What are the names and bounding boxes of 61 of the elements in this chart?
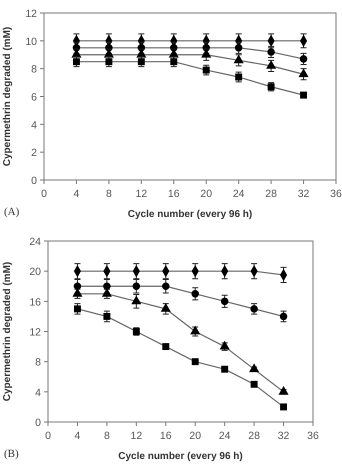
point xyxy=(74,305,81,312)
y-tick-label: 4 xyxy=(31,119,38,132)
x-tick-label: 24 xyxy=(218,430,231,442)
x-tick-label: 28 xyxy=(248,430,260,442)
point xyxy=(103,312,110,320)
y-tick-label: 0 xyxy=(31,175,38,187)
point xyxy=(266,60,276,69)
y-tick-label: 24 xyxy=(29,236,42,248)
y-tick-label: 4 xyxy=(35,386,42,399)
x-tick-label: 16 xyxy=(160,430,172,442)
x-tick-label: 12 xyxy=(135,188,148,200)
point xyxy=(190,326,200,334)
point xyxy=(192,358,199,366)
point xyxy=(131,296,142,304)
point xyxy=(267,48,275,56)
point xyxy=(234,44,242,52)
point xyxy=(280,403,288,410)
point xyxy=(103,282,111,290)
x-tick-label: 12 xyxy=(130,430,142,442)
y-tick-label: 16 xyxy=(29,296,42,308)
x-tick-label: 20 xyxy=(200,188,212,200)
point xyxy=(162,282,170,290)
x-tick-label: 4 xyxy=(74,188,80,200)
x-tick-label: 4 xyxy=(74,430,81,442)
x-tick-label: 24 xyxy=(232,188,245,200)
y-tick-label: 6 xyxy=(31,92,38,104)
x-tick-label: 16 xyxy=(168,188,180,200)
x-axis-title: Cycle number (every 96 h) xyxy=(128,209,252,220)
y-axis-title: Cypermethrin degraded (mM) xyxy=(2,26,13,166)
x-tick-label: 36 xyxy=(330,188,342,200)
x-tick-label: 32 xyxy=(278,430,290,442)
point xyxy=(160,303,171,312)
x-tick-label: 32 xyxy=(298,188,310,200)
text: (A) xyxy=(4,206,20,218)
y-tick-label: 12 xyxy=(25,8,38,20)
x-tick-label: 36 xyxy=(307,430,319,442)
point xyxy=(220,298,228,306)
point xyxy=(250,380,258,388)
point xyxy=(132,282,140,290)
point xyxy=(278,386,289,395)
x-tick-label: 8 xyxy=(104,430,110,442)
point xyxy=(221,366,228,373)
x-tick-label: 0 xyxy=(45,430,52,442)
y-tick-label: 2 xyxy=(31,147,38,160)
x-tick-label: 8 xyxy=(106,188,112,200)
x-axis-title: Cycle number (every 96 h) xyxy=(118,451,243,462)
point xyxy=(191,290,199,298)
x-tick-label: 20 xyxy=(189,430,202,442)
point xyxy=(162,343,170,350)
x-tick-label: 28 xyxy=(265,188,278,200)
y-tick-label: 12 xyxy=(29,326,42,338)
y-tick-label: 0 xyxy=(35,417,42,429)
y-tick-label: 20 xyxy=(29,266,42,278)
text: (B) xyxy=(4,448,19,460)
y-tick-label: 10 xyxy=(25,36,38,48)
y-tick-label: 8 xyxy=(35,356,42,369)
point xyxy=(298,68,309,78)
point xyxy=(249,363,260,372)
y-tick-label: 8 xyxy=(31,64,38,76)
point xyxy=(300,55,308,63)
y-axis-title: Cypermethrin degraded (mM) xyxy=(2,262,13,402)
